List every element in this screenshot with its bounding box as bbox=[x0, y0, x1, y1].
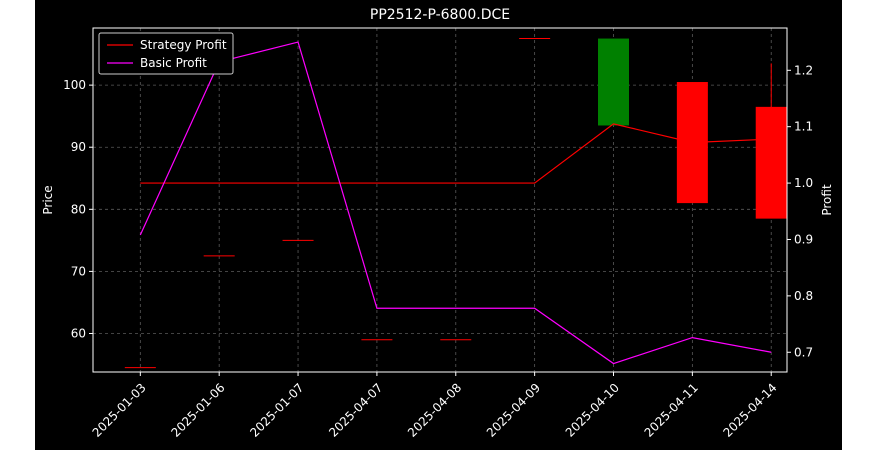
plot-area bbox=[92, 27, 788, 373]
candle-body bbox=[755, 106, 787, 219]
x-tick-label: 2025-04-10 bbox=[563, 381, 622, 440]
y-tick-label-right: 0.8 bbox=[794, 289, 813, 303]
x-tick-label: 2025-04-08 bbox=[405, 381, 464, 440]
x-tick-label: 2025-04-14 bbox=[720, 381, 779, 440]
y-tick-label-right: 0.7 bbox=[794, 345, 813, 359]
grid bbox=[93, 28, 787, 372]
legend-label-strategy-profit: Strategy Profit bbox=[140, 38, 227, 52]
x-tick-label: 2025-01-07 bbox=[247, 381, 306, 440]
legend-label-basic-profit: Basic Profit bbox=[140, 56, 207, 70]
y-tick-label-right: 0.9 bbox=[794, 232, 813, 246]
x-tick-label: 2025-04-11 bbox=[642, 381, 701, 440]
x-tick-label: 2025-04-07 bbox=[326, 381, 385, 440]
legend: Strategy Profit Basic Profit bbox=[98, 32, 234, 75]
y-tick-label-left: 100 bbox=[63, 78, 86, 92]
x-tick-label: 2025-04-09 bbox=[484, 381, 543, 440]
basic-profit-line bbox=[139, 41, 772, 365]
y-tick-label-right: 1.2 bbox=[794, 63, 813, 77]
x-tick-label: 2025-01-06 bbox=[168, 381, 227, 440]
x-tick-label: 2025-01-03 bbox=[90, 381, 149, 440]
profit-lines bbox=[139, 41, 772, 365]
y-tick-label-left: 80 bbox=[71, 202, 86, 216]
y-tick-label-right: 1.0 bbox=[794, 176, 813, 190]
y-tick-label-left: 90 bbox=[71, 140, 86, 154]
legend-box bbox=[98, 32, 234, 75]
chart-title: PP2512-P-6800.DCE bbox=[370, 7, 510, 23]
y-axis-label-right: Profit bbox=[820, 184, 834, 216]
chart-figure: 2025-01-03 2025-01-06 2025-01-07 2025-04-07… bbox=[35, 0, 842, 450]
y-tick-label-left: 70 bbox=[71, 264, 86, 278]
y-axis-label-left: Price bbox=[41, 185, 55, 214]
chart-svg: 2025-01-03 2025-01-06 2025-01-07 2025-04-07… bbox=[41, 7, 834, 440]
y-tick-label-right: 1.1 bbox=[794, 120, 813, 134]
strategy-profit-line bbox=[140, 123, 772, 184]
candle-body bbox=[598, 38, 629, 126]
y-tick-label-left: 60 bbox=[71, 327, 86, 341]
